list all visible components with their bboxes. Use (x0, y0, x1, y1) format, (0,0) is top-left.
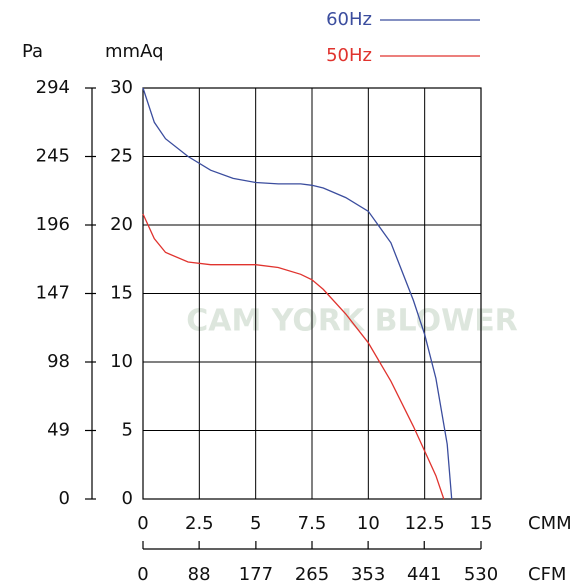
y-axis-label: mmAq (105, 41, 164, 62)
x-tick-label: 12.5 (405, 513, 445, 534)
y-tick-label: 5 (122, 420, 133, 441)
x-tick-label: 15 (470, 513, 493, 534)
y2-tick-label: 49 (47, 420, 70, 441)
y2-tick-label: 147 (36, 283, 70, 304)
y-tick-label: 30 (110, 77, 133, 98)
plot-frame (142, 87, 482, 500)
x-tick-label: 0 (137, 513, 148, 534)
x2-axis-label: CFM (528, 564, 566, 585)
x2-tick-label: 177 (239, 564, 273, 585)
x2-tick-label: 353 (351, 564, 385, 585)
y2-tick-label: 294 (36, 77, 70, 98)
x2-tick-label: 0 (137, 564, 148, 585)
legend-label: 50Hz (326, 45, 372, 66)
y-tick-label: 0 (122, 488, 133, 509)
x2-tick-label: 265 (295, 564, 329, 585)
curve (142, 87, 453, 500)
x2-tick-label: 530 (464, 564, 498, 585)
y-tick-label: 10 (110, 351, 133, 372)
curve (142, 213, 445, 500)
y2-tick-label: 0 (59, 488, 70, 509)
y2-tick-label: 245 (36, 146, 70, 167)
x2-tick-label: 441 (407, 564, 441, 585)
x-tick-label: 7.5 (298, 513, 327, 534)
y2-tick-label: 196 (36, 214, 70, 235)
x-tick-label: 2.5 (185, 513, 214, 534)
y2-axis-label: Pa (22, 41, 43, 62)
x-tick-label: 5 (250, 513, 261, 534)
x-axis-label: CMM (528, 513, 572, 534)
x2-tick-label: 88 (188, 564, 211, 585)
x-tick-label: 10 (357, 513, 380, 534)
y-tick-label: 25 (110, 146, 133, 167)
y2-tick-label: 98 (47, 351, 70, 372)
y-tick-label: 15 (110, 283, 133, 304)
legend-label: 60Hz (326, 9, 372, 30)
y-tick-label: 20 (110, 214, 133, 235)
